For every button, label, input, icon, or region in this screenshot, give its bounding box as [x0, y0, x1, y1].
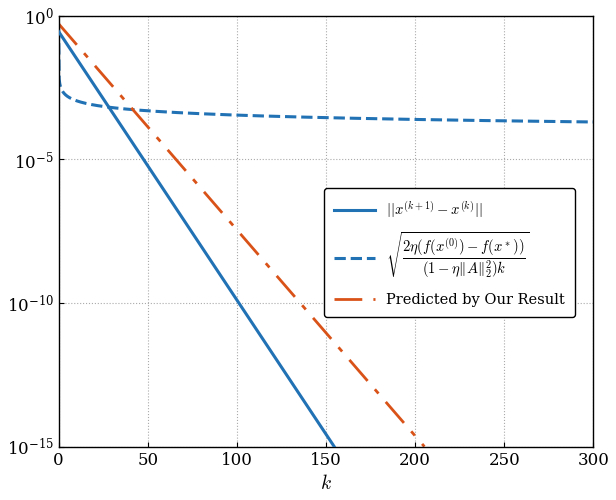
Legend: $||x^{(k+1)} - x^{(k)}||$, $\sqrt{\dfrac{2\eta(f(x^{(0)})-f(x^*))}{(1-\eta\|A\|_: $||x^{(k+1)} - x^{(k)}||$, $\sqrt{\dfrac… [324, 188, 575, 317]
X-axis label: $k$: $k$ [320, 474, 332, 494]
